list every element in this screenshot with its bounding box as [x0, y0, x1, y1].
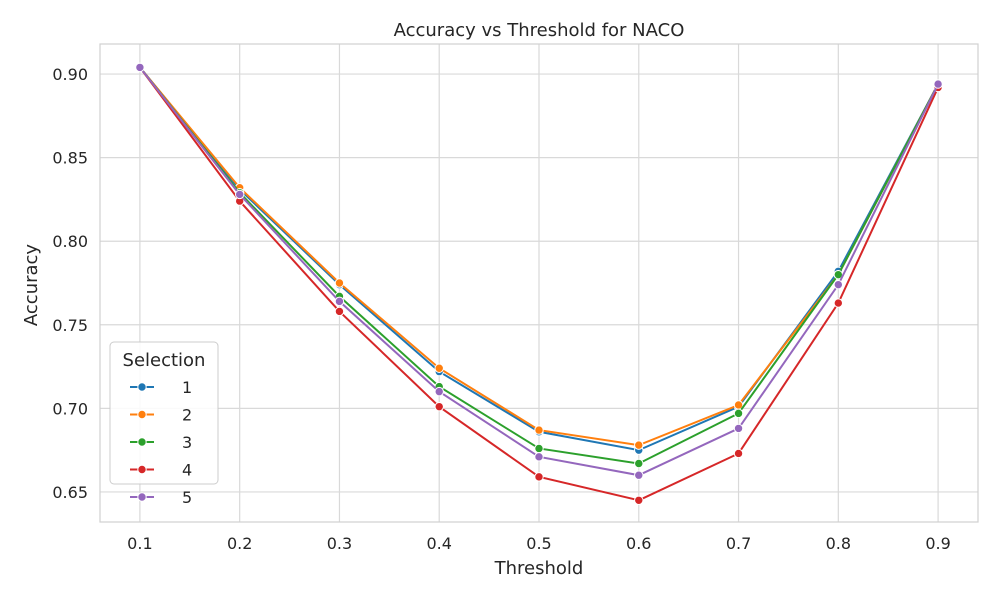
- legend-label: 4: [182, 461, 192, 480]
- y-tick-label: 0.70: [52, 399, 88, 418]
- x-tick-label: 0.5: [526, 534, 551, 553]
- y-tick-label: 0.85: [52, 149, 88, 168]
- x-tick-label: 0.7: [726, 534, 751, 553]
- legend-label: 5: [182, 488, 192, 507]
- legend-item: 5: [130, 488, 192, 507]
- y-tick-label: 0.65: [52, 483, 88, 502]
- data-point: [634, 495, 644, 505]
- legend-marker: [137, 492, 147, 502]
- data-point: [534, 472, 544, 482]
- chart-title: Accuracy vs Threshold for NACO: [394, 20, 685, 41]
- data-point: [534, 425, 544, 435]
- data-point: [334, 296, 345, 307]
- legend: Selection 1 2 3 4 5: [109, 341, 219, 507]
- data-point: [135, 62, 145, 73]
- data-point: [733, 423, 744, 434]
- series-5: [135, 62, 943, 480]
- y-tick-label: 0.90: [52, 65, 88, 84]
- x-tick-label: 0.9: [925, 534, 950, 553]
- data-point: [833, 298, 844, 308]
- plot-frame: [99, 43, 979, 523]
- data-point: [933, 79, 943, 89]
- legend-marker: [137, 437, 147, 447]
- legend-box: [109, 341, 219, 485]
- x-tick-label: 0.3: [327, 534, 352, 553]
- data-point: [234, 189, 245, 200]
- legend-label: 2: [182, 406, 192, 425]
- series-group: [135, 62, 943, 505]
- y-tick-label: 0.75: [52, 316, 88, 335]
- data-point: [634, 458, 644, 469]
- data-point: [434, 363, 444, 373]
- data-point: [733, 408, 744, 419]
- y-tick-label: 0.80: [52, 232, 88, 251]
- x-tick-label: 0.1: [127, 534, 152, 553]
- x-tick-label: 0.4: [427, 534, 452, 553]
- legend-marker: [137, 464, 147, 475]
- axes: 0.1 0.2 0.3 0.4 0.5 0.6 0.7 0.8 0.9 0.65 0.70 0.75 0…: [52, 43, 979, 553]
- y-axis-title: Accuracy: [21, 244, 42, 327]
- legend-marker: [137, 382, 147, 392]
- legend-item: 3: [130, 433, 192, 452]
- data-point: [334, 306, 345, 317]
- legend-label: 3: [182, 433, 192, 452]
- data-point: [434, 386, 444, 397]
- data-point: [634, 440, 644, 450]
- x-tick-label: 0.2: [227, 534, 252, 553]
- data-point: [534, 452, 544, 462]
- grid-lines: [100, 44, 978, 522]
- data-point: [833, 279, 844, 290]
- legend-marker: [137, 409, 147, 420]
- data-point: [434, 401, 444, 412]
- data-point: [534, 443, 544, 454]
- legend-item: 4: [130, 461, 192, 480]
- x-tick-label: 0.8: [826, 534, 851, 553]
- data-point: [334, 278, 345, 288]
- x-tick-label: 0.6: [626, 534, 651, 553]
- data-point: [634, 470, 644, 480]
- legend-title: Selection: [123, 350, 206, 371]
- data-point: [733, 448, 744, 459]
- series-4: [135, 62, 943, 505]
- legend-item: 1: [130, 378, 192, 397]
- legend-label: 1: [182, 378, 192, 397]
- legend-item: 2: [130, 406, 192, 425]
- x-axis-title: Threshold: [494, 558, 584, 579]
